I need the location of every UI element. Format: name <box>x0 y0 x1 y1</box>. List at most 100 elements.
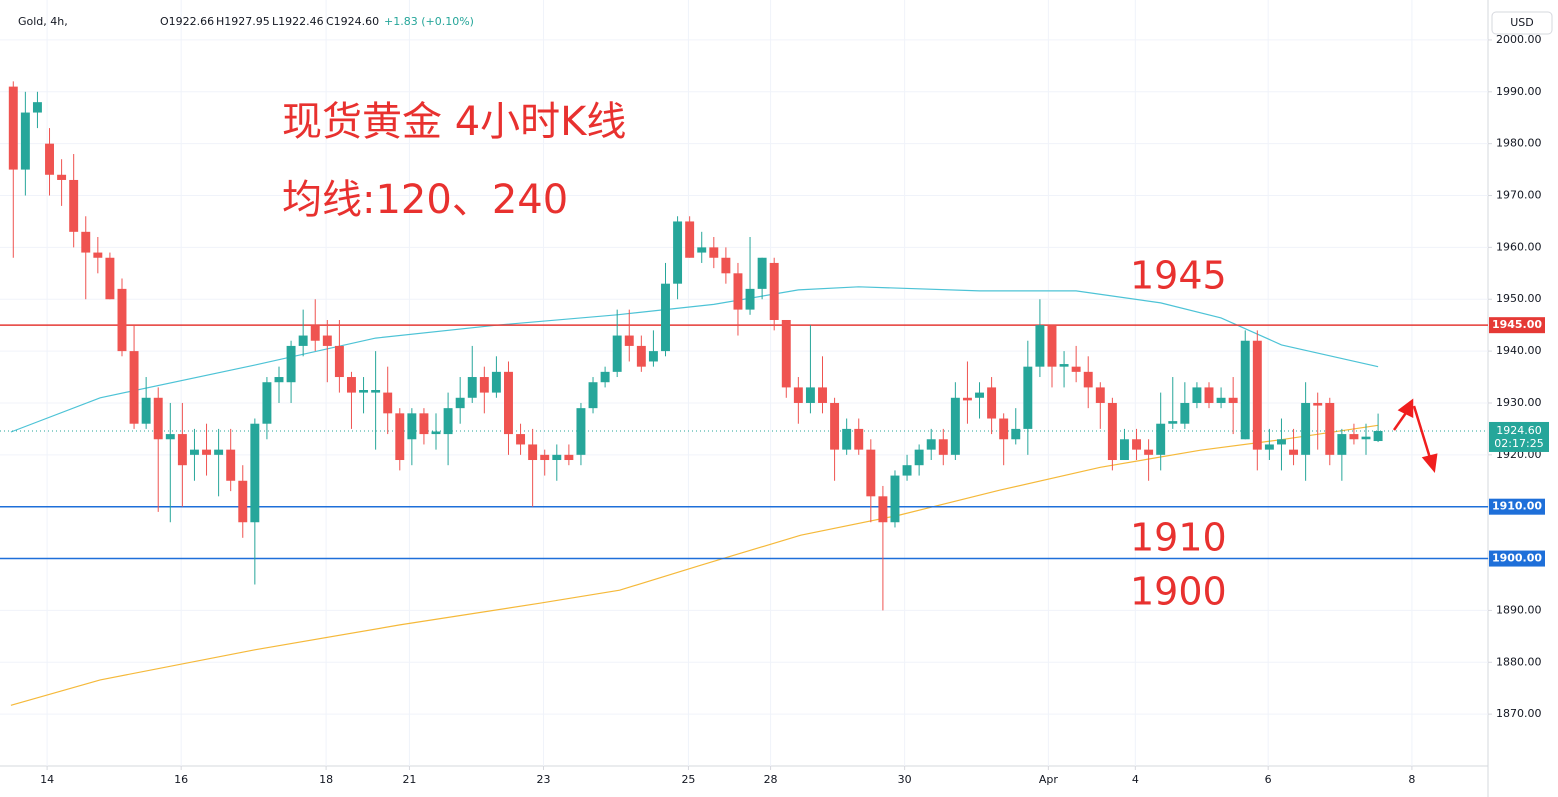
candle-body <box>467 377 477 398</box>
y-tick-label: 1880.00 <box>1496 655 1542 668</box>
candle-body <box>202 449 212 455</box>
candle-body <box>1361 436 1371 440</box>
level-label-box <box>1489 550 1545 567</box>
candle-body <box>238 480 248 523</box>
y-tick-label: 1960.00 <box>1496 240 1542 253</box>
candle-body <box>648 351 658 362</box>
candle-body <box>1059 364 1069 367</box>
candle-body <box>588 382 598 409</box>
ohlc-high: H1927.95 <box>216 15 270 28</box>
candle-body <box>830 402 840 450</box>
candle-body <box>1313 402 1323 406</box>
candle-body <box>165 434 175 440</box>
arrows <box>1392 398 1438 473</box>
ohlc-low: L1922.46 <box>272 15 324 28</box>
candle-body <box>262 382 272 424</box>
candle-body <box>81 231 91 253</box>
candle-body <box>1301 402 1311 455</box>
candle-body <box>1083 371 1093 388</box>
candle-body <box>793 387 803 403</box>
candle-body <box>504 371 513 435</box>
candle-body <box>250 423 260 523</box>
candle-body <box>274 377 284 383</box>
candle-body <box>407 413 417 440</box>
y-tick-label: 1940.00 <box>1496 344 1542 357</box>
candle-body <box>999 418 1009 440</box>
candle-body <box>322 335 332 346</box>
arrow-head <box>1421 453 1438 473</box>
annotation: 1945 <box>1130 254 1227 298</box>
candle-body <box>443 408 453 435</box>
annotation: 现货黄金 4小时K线 <box>282 99 626 145</box>
candle-body <box>419 413 429 435</box>
candle-body <box>938 439 948 455</box>
arrow-down <box>1412 405 1432 459</box>
candle-body <box>1047 325 1057 367</box>
candle-body <box>117 288 127 352</box>
currency[interactable]: USD <box>1510 16 1534 29</box>
x-tick-label: 6 <box>1265 773 1272 786</box>
annotations: 现货黄金 4小时K线 均线:120、240 1945 1910 1900 <box>282 99 1227 614</box>
candle-body <box>926 439 936 450</box>
candle-body <box>153 397 163 440</box>
candle-body <box>32 102 42 113</box>
candle-body <box>1132 439 1142 450</box>
moving-average <box>10 424 1379 706</box>
last-price-label: 1924.60 <box>1496 424 1542 437</box>
x-tick-label: 8 <box>1408 773 1415 786</box>
annotation: 1910 <box>1130 516 1227 560</box>
candle-body <box>1071 366 1081 372</box>
candle-body <box>600 371 610 383</box>
candle-body <box>902 465 912 476</box>
candle-body <box>685 221 695 258</box>
candle-body <box>1349 434 1359 440</box>
y-tick-label: 1990.00 <box>1496 85 1542 98</box>
candle-body <box>757 257 767 289</box>
candle-body <box>93 252 103 258</box>
candle-body <box>395 413 405 461</box>
candle-body <box>1011 428 1021 440</box>
last-price-box <box>1489 421 1549 452</box>
symbol: Gold, 4h, <box>18 15 68 28</box>
candle-body <box>1228 397 1238 403</box>
level-label: 1910.00 <box>1492 500 1542 513</box>
candle-body <box>371 390 381 393</box>
candle-body <box>359 390 369 393</box>
candle-body <box>1289 449 1299 455</box>
candle-body <box>697 247 707 253</box>
annotation: 1900 <box>1130 570 1227 614</box>
candle-body <box>8 86 18 170</box>
candle-body <box>612 335 622 372</box>
candle-body <box>975 392 984 398</box>
candle-body <box>334 345 344 378</box>
annotation: 均线:120、240 <box>282 177 568 223</box>
candle-body <box>45 143 54 175</box>
y-tick-label: 2000.00 <box>1496 33 1542 46</box>
candle-body <box>1095 387 1105 403</box>
candle-body <box>1373 430 1383 442</box>
candle-body <box>1337 434 1347 455</box>
y-tick-label: 1970.00 <box>1496 189 1542 202</box>
level-label-box <box>1489 317 1545 334</box>
candle-body <box>962 397 972 401</box>
plot <box>0 0 1488 766</box>
x-tick-label: 23 <box>537 773 551 786</box>
candle-body <box>20 112 30 170</box>
currency-button[interactable] <box>1491 11 1553 35</box>
candle-body <box>1168 421 1178 424</box>
x-tick-label: 14 <box>40 773 54 786</box>
candle-body <box>516 434 526 445</box>
candle-body <box>540 454 550 461</box>
candle-body <box>310 325 320 341</box>
candle-body <box>105 257 115 300</box>
candle-body <box>1180 402 1190 424</box>
candle-body <box>286 345 296 383</box>
x-tick-label: 25 <box>681 773 695 786</box>
candle-body <box>1107 402 1117 461</box>
candle-body <box>1144 449 1154 455</box>
arrow-head <box>1397 398 1414 419</box>
candle-body <box>383 392 393 414</box>
candle-body <box>842 428 852 450</box>
candle-body <box>1119 439 1129 461</box>
candle-body <box>950 397 960 455</box>
